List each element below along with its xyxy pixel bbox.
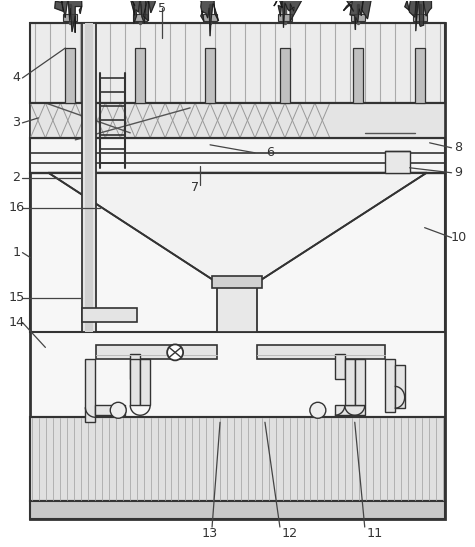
Text: 7: 7	[191, 181, 199, 194]
Bar	[385, 151, 409, 173]
Text: 4: 4	[12, 72, 20, 84]
Bar	[212, 276, 262, 288]
Bar	[385, 359, 395, 412]
Bar	[30, 23, 445, 519]
Bar	[96, 345, 217, 359]
Bar	[413, 14, 427, 21]
Bar	[30, 23, 445, 103]
Bar	[63, 14, 77, 21]
Circle shape	[110, 402, 126, 418]
Bar	[280, 48, 290, 103]
Bar	[30, 138, 445, 173]
Circle shape	[167, 345, 183, 360]
Bar	[133, 14, 147, 21]
Text: 16: 16	[9, 201, 25, 214]
Bar	[278, 14, 292, 21]
Polygon shape	[399, 0, 440, 31]
Bar	[395, 365, 405, 408]
Text: 15: 15	[9, 291, 25, 304]
Bar	[203, 14, 217, 21]
Polygon shape	[189, 0, 232, 36]
Bar	[30, 173, 445, 333]
Bar	[205, 48, 215, 103]
Polygon shape	[118, 0, 160, 24]
Circle shape	[310, 402, 326, 418]
Bar	[66, 48, 76, 103]
Bar	[257, 345, 385, 359]
Text: 9: 9	[455, 166, 463, 179]
Bar	[140, 359, 150, 405]
Bar	[30, 501, 445, 519]
Bar	[130, 359, 140, 405]
Bar	[217, 283, 257, 333]
Bar	[335, 405, 365, 415]
Text: 10: 10	[450, 231, 466, 244]
Bar	[82, 23, 96, 333]
Bar	[353, 48, 363, 103]
Text: 12: 12	[282, 527, 298, 539]
Text: 1: 1	[12, 246, 20, 259]
Polygon shape	[48, 173, 427, 283]
Bar	[130, 354, 140, 379]
Text: 13: 13	[202, 527, 218, 539]
Bar	[135, 48, 145, 103]
Bar	[335, 354, 345, 379]
Text: 5: 5	[158, 2, 166, 15]
Text: 11: 11	[367, 527, 383, 539]
Bar	[415, 48, 425, 103]
Bar	[95, 405, 125, 415]
Text: 3: 3	[12, 117, 20, 129]
Bar	[345, 359, 355, 405]
Text: 2: 2	[12, 171, 20, 184]
Polygon shape	[266, 0, 304, 28]
Polygon shape	[335, 0, 374, 30]
Polygon shape	[51, 0, 92, 33]
Text: 14: 14	[9, 316, 25, 329]
Bar	[86, 359, 95, 422]
Bar	[86, 23, 93, 333]
Bar	[30, 103, 445, 138]
Bar	[82, 309, 137, 323]
Bar	[30, 417, 445, 501]
Text: 8: 8	[455, 141, 463, 154]
Bar	[355, 359, 365, 405]
Text: 6: 6	[266, 146, 274, 159]
Bar	[351, 14, 365, 21]
